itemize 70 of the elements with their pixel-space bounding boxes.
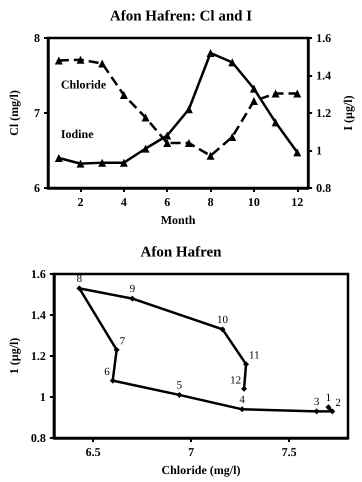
y2-axis-title: I (µg/l) [341,95,355,131]
point [228,58,236,66]
annotation: 4 [239,394,246,406]
point [142,144,150,153]
chart-title: Afon Hafren: Cl and I [110,8,252,24]
y-tick-label: 8 [34,31,40,45]
point [176,392,182,398]
x-tick-label: 2 [78,195,84,209]
point [206,49,215,57]
annotation: 12 [230,374,242,386]
point [163,139,172,147]
x-tick-label: 7.5 [282,445,297,459]
annotation: 8 [76,272,83,285]
point [98,60,106,68]
y-axis-title: Cl (mg/l) [7,90,21,136]
x-tick-label: 4 [120,195,127,209]
point [76,56,85,64]
y-tick-label: 0.8 [30,431,46,445]
annotation: 10 [217,314,229,326]
point [76,160,85,168]
y2-tick-label: 1.4 [316,68,332,82]
y-tick-label: 6 [34,181,40,195]
point [220,326,226,332]
annotation: 5 [176,379,183,392]
point [325,404,332,410]
point [184,105,193,114]
point [129,296,136,302]
point [120,91,128,99]
annotation: 11 [249,350,260,362]
chart-title: Afon Hafren [140,244,222,260]
y-tick-label: 7 [34,106,40,120]
y-tick-label: 1.6 [30,267,46,281]
point [272,118,280,126]
y2-tick-label: 0.8 [316,181,332,195]
x-tick-label: 6 [164,195,170,209]
y2-tick-label: 1.2 [316,106,332,120]
point [272,90,280,98]
annotation: 7 [120,335,126,348]
annotation: 2 [335,396,341,409]
y-axis-title: 1 (µg/l) [7,338,21,374]
series-label: Iodine [60,127,94,141]
x-tick-label: 10 [248,195,260,209]
annotation: 9 [130,283,136,296]
annotation: 3 [314,396,320,408]
x-tick-label: 8 [208,195,214,209]
point [206,152,215,160]
x-axis-title: Chloride (mg/l) [161,463,240,477]
series-label: Chloride [60,78,107,92]
y-tick-label: 1.2 [30,349,46,363]
y2-tick-label: 1 [316,144,322,158]
point [54,56,63,64]
point [76,285,82,292]
point [54,154,63,162]
point [184,139,193,147]
point [250,97,258,105]
y-tick-label: 1 [40,390,46,404]
point [120,158,128,167]
x-tick-label: 6.5 [86,445,101,459]
point [293,90,302,98]
y2-tick-label: 1.6 [316,31,332,45]
y-tick-label: 1.4 [30,308,46,322]
annotation: 6 [104,366,110,378]
x-tick-label: 7 [188,445,194,459]
x-tick-label: 12 [291,195,304,209]
point [250,84,258,93]
point [98,158,106,167]
x-axis-title: Month [160,213,196,227]
annotation: 1 [326,392,332,404]
point [142,114,150,122]
point [293,148,302,156]
